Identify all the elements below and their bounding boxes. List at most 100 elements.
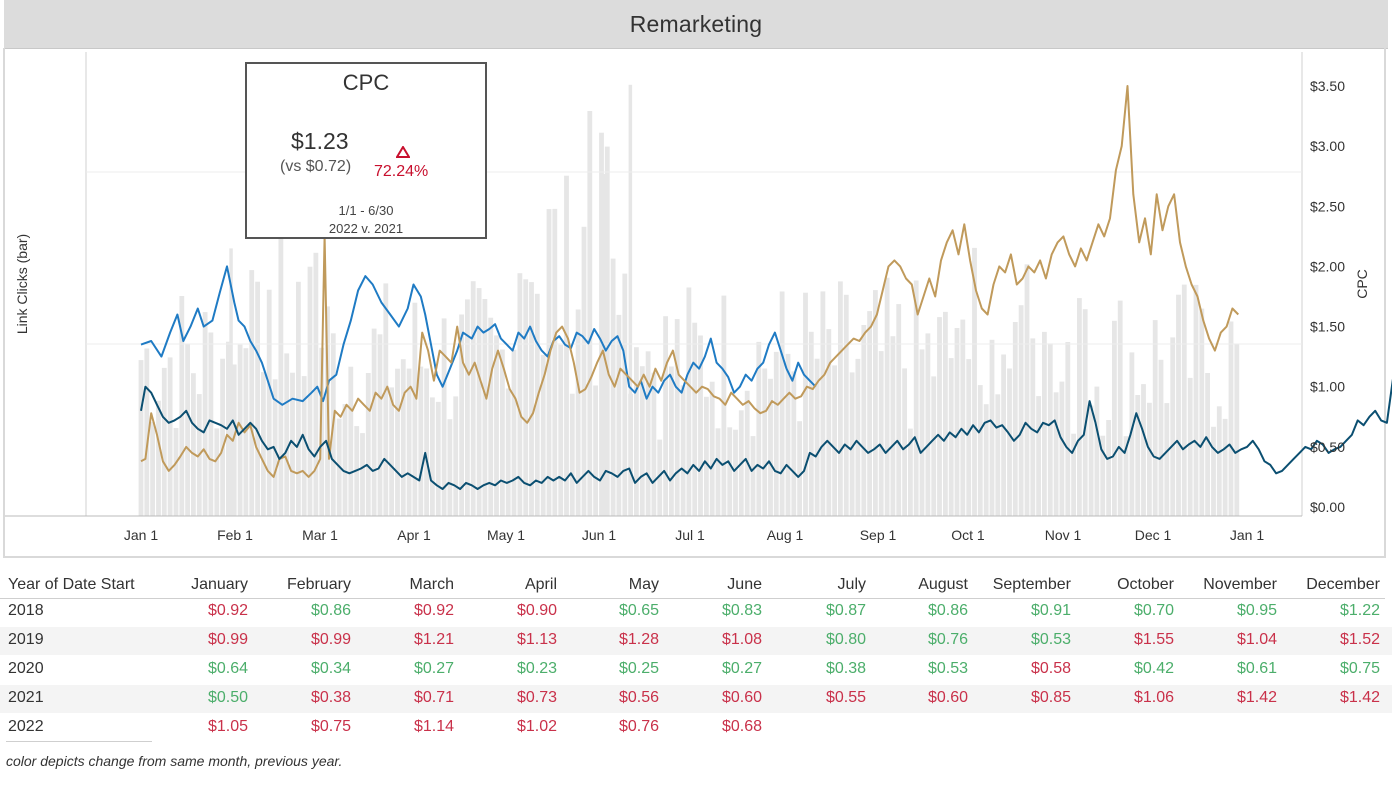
link-clicks-bar — [1082, 309, 1088, 516]
link-clicks-bar — [1112, 320, 1117, 516]
link-clicks-bar — [966, 359, 972, 516]
link-clicks-bar — [651, 372, 657, 516]
link-clicks-bar — [313, 252, 319, 517]
cpc-cell: $1.52 — [1339, 631, 1380, 648]
link-clicks-bar — [1094, 386, 1100, 516]
x-tick-label: Sep 1 — [860, 527, 897, 543]
cpc-kpi-card: CPC $1.23 (vs $0.72) 72.24% 1/1 - 6/30 2… — [245, 62, 487, 239]
link-clicks-bar — [1065, 342, 1071, 516]
link-clicks-bar — [715, 428, 721, 516]
link-clicks-bar — [1152, 320, 1158, 516]
delta-up-icon — [396, 146, 410, 158]
kpi-date-range: 1/1 - 6/30 — [338, 203, 394, 218]
link-clicks-bar — [709, 381, 715, 516]
link-clicks-bar — [418, 366, 424, 516]
month-header: December — [1306, 576, 1380, 593]
cpc-cell: $0.92 — [207, 602, 248, 619]
cpc-cell: $0.50 — [207, 689, 248, 706]
link-clicks-bar — [284, 353, 290, 516]
cpc-cell: $0.25 — [618, 660, 659, 677]
year-label: 2018 — [8, 602, 44, 619]
link-clicks-bar — [1053, 392, 1059, 516]
link-clicks-bar — [1047, 343, 1053, 516]
link-clicks-bar — [948, 358, 954, 516]
link-clicks-bar — [1228, 321, 1234, 516]
link-clicks-bar — [511, 349, 517, 516]
link-clicks-bar — [1123, 436, 1129, 516]
link-clicks-bar — [1106, 420, 1111, 516]
link-clicks-bar — [202, 312, 208, 516]
table-row: 2021 $0.50 $0.38 $0.71 $0.73 $0.56 $0.60 $0.55 $… — [0, 685, 1392, 713]
link-clicks-bar — [884, 277, 890, 516]
cpc-cell: $0.83 — [721, 602, 762, 619]
link-clicks-bar — [1216, 406, 1222, 516]
link-clicks-bar — [290, 372, 295, 516]
row-header-label: Year of Date Start — [8, 576, 135, 593]
link-clicks-bar — [832, 365, 837, 516]
kpi-comparison: 2022 v. 2021 — [328, 221, 404, 236]
link-clicks-bar — [229, 248, 233, 516]
link-clicks-bar — [599, 132, 604, 516]
link-clicks-bar — [1158, 359, 1164, 516]
link-clicks-bar — [1030, 338, 1036, 516]
cpc-cell: $1.06 — [1133, 689, 1174, 706]
link-clicks-bar — [680, 385, 686, 516]
link-clicks-bars — [138, 84, 1240, 517]
cpc-cell: $0.42 — [1133, 660, 1174, 677]
x-tick-label: Jun 1 — [582, 527, 616, 543]
month-header: March — [409, 576, 454, 593]
link-clicks-bar — [943, 311, 948, 516]
link-clicks-bar — [307, 266, 313, 516]
link-clicks-bar — [803, 292, 808, 516]
month-header: October — [1117, 576, 1174, 593]
link-clicks-bar — [1205, 373, 1210, 516]
link-clicks-bar — [861, 325, 867, 516]
link-clicks-bar — [698, 335, 703, 516]
right-axis-title: CPC — [1354, 269, 1370, 299]
link-clicks-bar — [919, 349, 925, 516]
link-clicks-bar — [465, 299, 470, 516]
link-clicks-bar — [977, 385, 983, 516]
link-clicks-bar — [523, 279, 529, 516]
link-clicks-bar — [669, 366, 674, 516]
cpc-lines — [140, 85, 1392, 490]
link-clicks-bar — [797, 421, 802, 516]
link-clicks-bar — [908, 428, 913, 516]
year-label: 2021 — [8, 689, 44, 706]
link-clicks-bar — [604, 146, 610, 516]
link-clicks-bar — [406, 368, 412, 516]
cpc-cell: $0.76 — [618, 718, 659, 735]
cpc-cell: $0.23 — [516, 660, 557, 677]
cpc-cell: $1.02 — [516, 718, 557, 735]
link-clicks-bar — [156, 400, 161, 516]
cpc-cell: $0.95 — [1236, 602, 1277, 619]
link-clicks-bar — [470, 281, 476, 516]
y-tick-label: $1.50 — [1310, 319, 1345, 335]
kpi-value: $1.23 — [291, 128, 349, 154]
table-footer-divider — [6, 741, 152, 742]
link-clicks-bar — [686, 287, 692, 516]
cpc-cell: $0.90 — [516, 602, 557, 619]
cpc-cell: $0.53 — [1030, 631, 1071, 648]
link-clicks-bar — [1222, 418, 1228, 516]
link-clicks-bar — [628, 84, 633, 517]
link-clicks-bar — [208, 332, 214, 516]
link-clicks-bar — [301, 376, 307, 516]
link-clicks-bar — [1100, 435, 1106, 516]
link-clicks-bar — [1059, 381, 1065, 516]
link-clicks-bar — [593, 385, 598, 516]
chart-frame — [3, 48, 1386, 558]
link-clicks-bar — [1181, 284, 1187, 516]
link-clicks-bar — [972, 247, 977, 516]
cpc-cell: $1.55 — [1133, 631, 1174, 648]
link-clicks-bar — [902, 368, 907, 516]
cpc-cell: $1.28 — [618, 631, 659, 648]
y-tick-label: $1.00 — [1310, 379, 1345, 395]
link-clicks-bar — [226, 341, 231, 516]
link-clicks-bar — [138, 360, 144, 516]
link-clicks-bar — [1024, 264, 1030, 516]
y-tick-label: $0.00 — [1310, 499, 1345, 515]
cpc-cell: $0.60 — [927, 689, 968, 706]
link-clicks-bar — [278, 238, 284, 517]
link-clicks-bar — [185, 343, 190, 516]
